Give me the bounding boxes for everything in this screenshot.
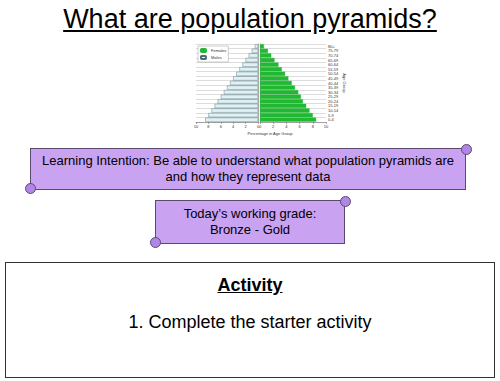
svg-text:2: 2 <box>272 124 275 129</box>
svg-text:Males: Males <box>211 55 222 60</box>
svg-text:Percentage in Age Group: Percentage in Age Group <box>248 131 294 136</box>
svg-text:10-14: 10-14 <box>328 108 339 113</box>
html-text:and how they represent data: and how they represent data <box>165 169 331 184</box>
svg-text:35-39: 35-39 <box>328 85 339 90</box>
svg-text:25-29: 25-29 <box>328 94 339 99</box>
svg-text:40-44: 40-44 <box>328 81 339 86</box>
svg-text:8: 8 <box>207 124 210 129</box>
svg-text:4: 4 <box>232 124 235 129</box>
html-text:What are population pyramids?: What are population pyramids? <box>63 4 437 34</box>
svg-text:10: 10 <box>324 124 329 129</box>
svg-text:6: 6 <box>298 124 301 129</box>
svg-text:30-34: 30-34 <box>328 90 339 95</box>
html-text:Learning Intention: Be able to: Learning Intention: Be able to understan… <box>42 153 454 168</box>
svg-text:0-4: 0-4 <box>328 117 335 122</box>
svg-text:45-49: 45-49 <box>328 76 339 81</box>
svg-text:6: 6 <box>220 124 223 129</box>
svg-text:55-59: 55-59 <box>328 67 339 72</box>
svg-text:4: 4 <box>285 124 288 129</box>
html-text:Activity: Activity <box>217 275 283 295</box>
svg-text:65-69: 65-69 <box>328 58 339 63</box>
svg-text:60-64: 60-64 <box>328 62 339 67</box>
svg-text:15-19: 15-19 <box>328 103 339 108</box>
svg-text:75-79: 75-79 <box>328 48 339 53</box>
svg-text:Age Group: Age Group <box>342 73 347 93</box>
svg-text:50-54: 50-54 <box>328 71 339 76</box>
svg-text:20-24: 20-24 <box>328 99 339 104</box>
svg-text:5-9: 5-9 <box>328 113 335 118</box>
html-text:1. Complete the starter activi: 1. Complete the starter activity <box>128 312 372 332</box>
svg-text:Females: Females <box>211 48 226 53</box>
html-text:Today’s working grade:: Today’s working grade: <box>183 206 317 221</box>
svg-text:2: 2 <box>244 124 247 129</box>
svg-text:80+: 80+ <box>328 44 335 49</box>
svg-text:10: 10 <box>194 124 199 129</box>
svg-text:8: 8 <box>312 124 315 129</box>
html-text:Bronze - Gold: Bronze - Gold <box>209 222 291 237</box>
svg-text:0: 0 <box>259 124 262 129</box>
svg-text:70-74: 70-74 <box>328 53 339 58</box>
